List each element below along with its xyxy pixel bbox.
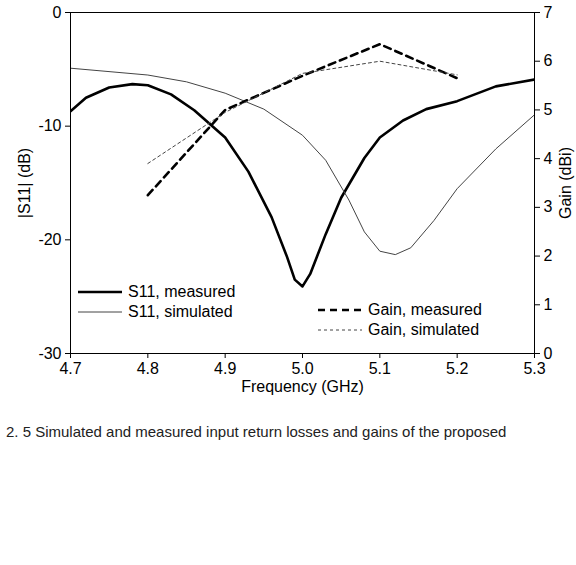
svg-text:Frequency (GHz): Frequency (GHz): [241, 378, 364, 395]
svg-text:0: 0: [544, 345, 553, 362]
svg-text:4.9: 4.9: [214, 360, 236, 377]
svg-text:4.7: 4.7: [59, 360, 81, 377]
svg-text:2: 2: [544, 247, 553, 264]
html-text:Gain, measured: Gain, measured: [368, 301, 482, 318]
svg-text:1: 1: [544, 296, 553, 313]
svg-text:-30: -30: [38, 345, 61, 362]
svg-text:5: 5: [544, 101, 553, 118]
svg-text:5.0: 5.0: [291, 360, 313, 377]
html-text:S11, simulated: S11, simulated: [128, 303, 233, 320]
html-text:Gain, simulated: Gain, simulated: [368, 321, 480, 338]
svg-text:7: 7: [544, 4, 553, 21]
svg-text:5.2: 5.2: [446, 360, 468, 377]
svg-text:5.3: 5.3: [523, 360, 545, 377]
svg-text:-10: -10: [38, 117, 61, 134]
svg-text:5.1: 5.1: [369, 360, 391, 377]
svg-text:3: 3: [544, 198, 553, 215]
html-text:2. 5 Simulated and measured in: 2. 5 Simulated and measured input return…: [6, 423, 507, 440]
svg-text:0: 0: [53, 4, 62, 21]
svg-text:6: 6: [544, 52, 553, 69]
svg-text:|S11| (dB): |S11| (dB): [16, 148, 33, 218]
svg-text:Gain (dBi): Gain (dBi): [557, 147, 574, 219]
html-text:S11, measured: S11, measured: [128, 283, 236, 300]
svg-text:4.8: 4.8: [137, 360, 159, 377]
svg-text:-20: -20: [38, 231, 61, 248]
svg-text:4: 4: [544, 150, 553, 167]
